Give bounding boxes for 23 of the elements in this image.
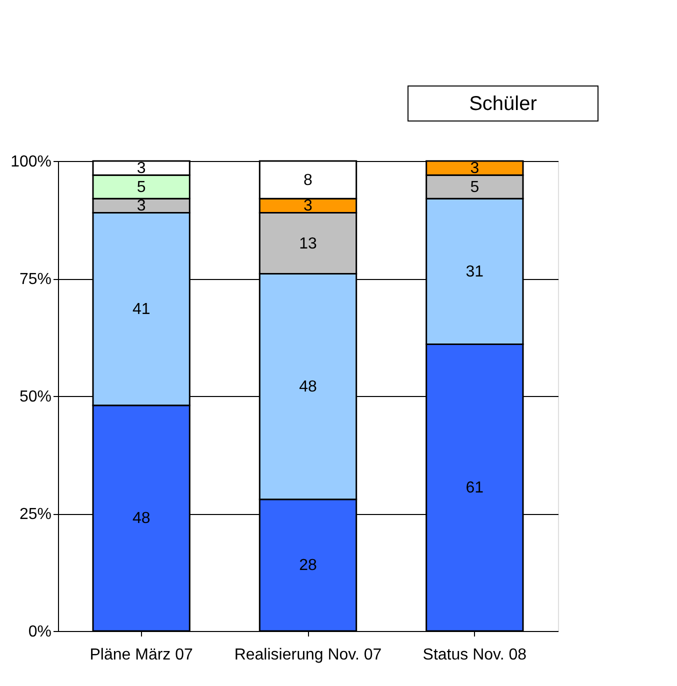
data-label: 48 (299, 378, 317, 396)
data-label: 41 (132, 301, 150, 318)
data-label: 8 (304, 172, 313, 189)
y-tick-label: 50% (19, 388, 52, 406)
data-label: 48 (132, 510, 150, 528)
x-tick-label: Status Nov. 08 (422, 646, 527, 664)
data-label: 5 (470, 178, 480, 196)
x-tick-label: Realisierung Nov. 07 (234, 646, 382, 664)
chart-title: Schüler (469, 93, 538, 115)
data-label: 3 (136, 198, 146, 215)
data-label: 13 (299, 235, 317, 252)
x-tick-label: Pläne März 07 (90, 646, 194, 664)
y-tick-label: 100% (10, 154, 52, 170)
y-tick-label: 75% (19, 271, 52, 288)
data-label: 3 (304, 198, 313, 215)
data-label: 28 (299, 557, 317, 574)
y-tick-label: 0% (28, 624, 52, 640)
y-tick-label: 25% (19, 506, 52, 523)
data-label: 3 (136, 160, 146, 178)
data-label: 31 (466, 263, 484, 280)
data-label: 5 (136, 178, 146, 196)
data-label: 61 (466, 480, 484, 497)
data-label: 3 (470, 160, 480, 178)
